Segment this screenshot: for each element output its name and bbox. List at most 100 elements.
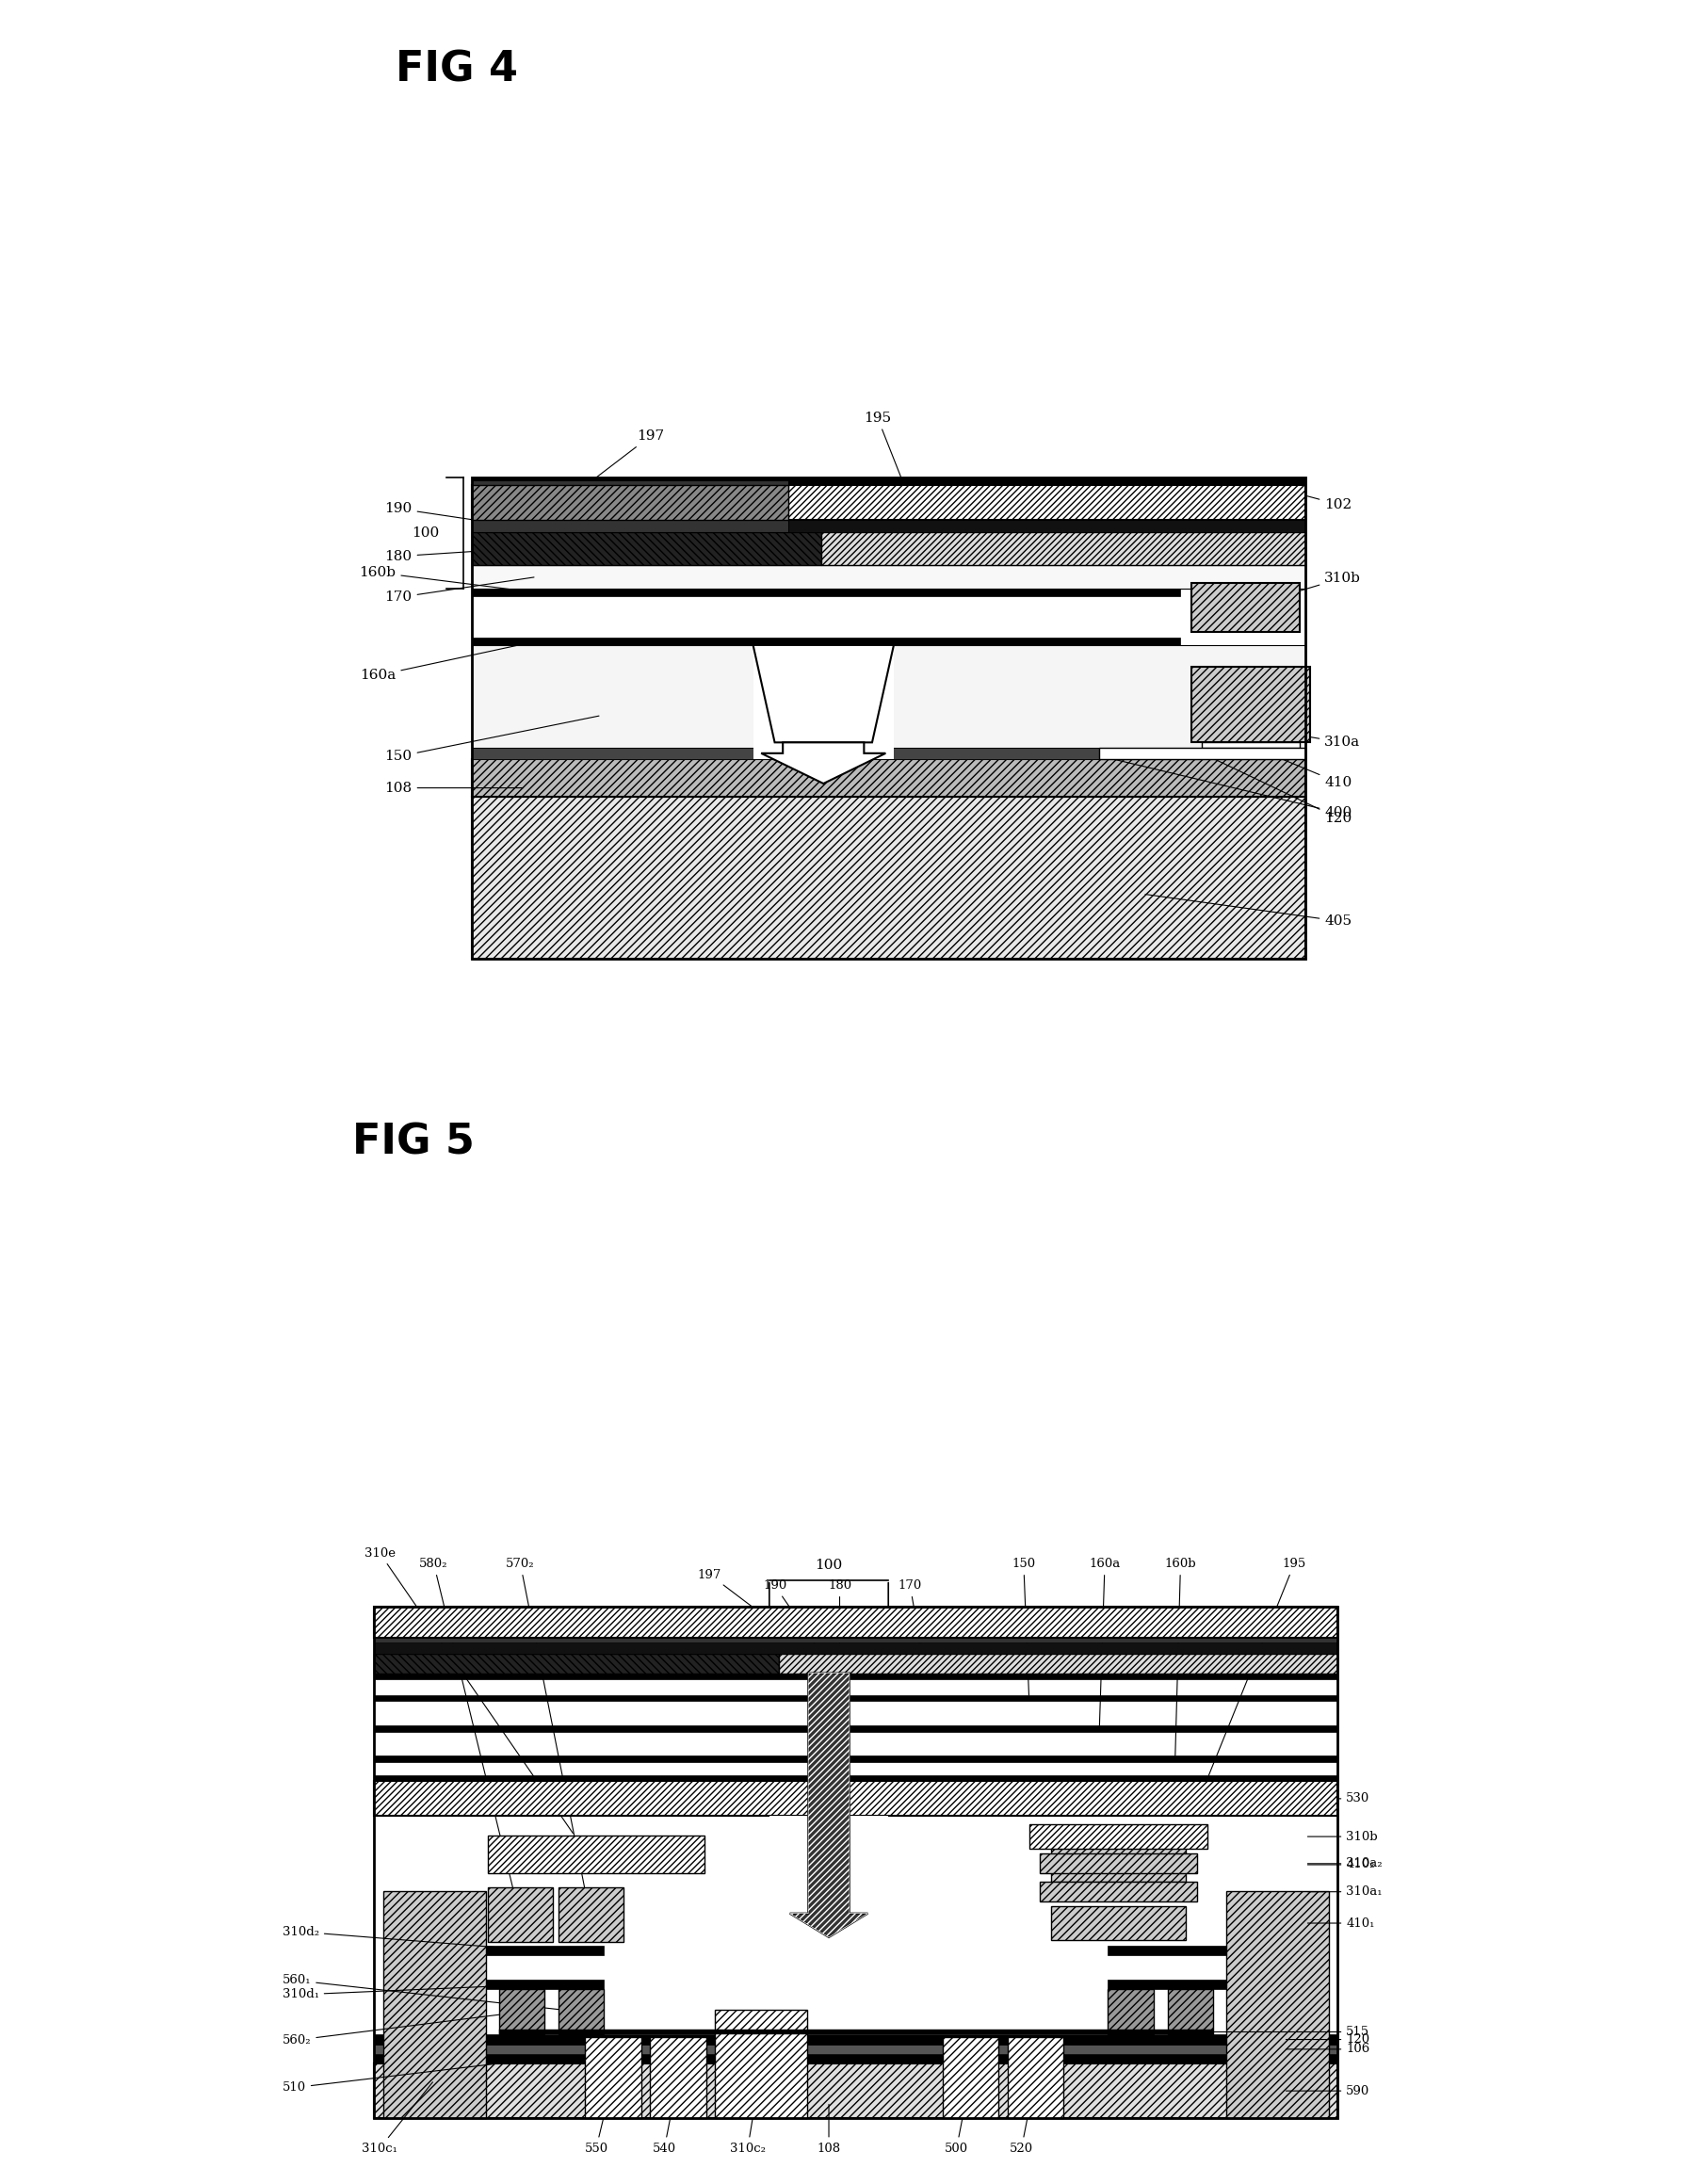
Text: 550: 550	[585, 2079, 612, 2153]
Text: 190: 190	[762, 1579, 816, 1647]
Bar	[1202, 743, 1299, 747]
Text: 195: 195	[1209, 1557, 1306, 1776]
Bar	[374, 1673, 1336, 1679]
Bar	[471, 590, 1180, 596]
Text: 102: 102	[1253, 483, 1352, 511]
Bar	[374, 1607, 1336, 1638]
Bar	[1166, 1990, 1212, 2035]
Text: 405: 405	[1144, 893, 1352, 928]
Bar	[1028, 1824, 1207, 1848]
FancyArrow shape	[762, 743, 886, 784]
Text: 510: 510	[282, 2060, 534, 2094]
Bar	[374, 1756, 1336, 1762]
Bar	[714, 2009, 808, 2118]
Text: 120: 120	[1204, 753, 1352, 826]
Bar	[498, 1990, 544, 2035]
Text: 310c₂: 310c₂	[729, 2066, 765, 2153]
Text: 310e: 310e	[364, 1546, 573, 1832]
Text: 400: 400	[1090, 753, 1352, 819]
Bar	[488, 1835, 704, 1874]
Bar	[1107, 1990, 1153, 2035]
Text: 310a: 310a	[1248, 727, 1360, 749]
Text: 520: 520	[1010, 2079, 1035, 2153]
FancyArrow shape	[789, 1673, 867, 1937]
Bar	[1039, 1883, 1197, 1902]
Bar	[374, 1782, 1336, 1817]
Text: 310b: 310b	[1248, 572, 1360, 607]
Text: 160a: 160a	[360, 642, 534, 681]
Text: 310b: 310b	[1307, 1830, 1377, 1843]
Text: 500: 500	[944, 2079, 969, 2153]
Bar	[374, 1653, 779, 1673]
Text: 100: 100	[814, 1557, 841, 1572]
Text: 150: 150	[384, 716, 598, 762]
Bar	[558, 1990, 604, 2035]
Text: 160a: 160a	[1088, 1557, 1120, 1725]
Text: 310d₁: 310d₁	[282, 1985, 537, 2001]
Bar	[1006, 2038, 1062, 2118]
Bar	[382, 1891, 486, 2118]
Text: 100: 100	[411, 526, 439, 539]
Bar	[1190, 583, 1299, 631]
Text: 310c₁: 310c₁	[362, 2081, 432, 2153]
Bar	[1039, 1854, 1197, 1874]
Bar	[471, 797, 1304, 959]
Bar	[942, 2038, 998, 2118]
Bar	[374, 1607, 1336, 2118]
Text: 170: 170	[384, 577, 534, 605]
Text: 570₂: 570₂	[505, 1557, 590, 1915]
Bar	[374, 1776, 1336, 1782]
Bar	[471, 747, 1154, 758]
Text: 106: 106	[1285, 2042, 1368, 2055]
Text: 170: 170	[898, 1579, 925, 1673]
Text: 180: 180	[384, 548, 512, 563]
Text: 108: 108	[384, 782, 524, 795]
Polygon shape	[753, 644, 892, 743]
Text: FIG 5: FIG 5	[352, 1123, 474, 1162]
Bar	[1107, 1979, 1226, 1990]
Bar	[488, 1887, 552, 1942]
Text: 120: 120	[1285, 2033, 1368, 2046]
Bar	[374, 1695, 1336, 1701]
Text: 197: 197	[559, 430, 663, 505]
Bar	[471, 758, 1304, 797]
Text: 190: 190	[384, 502, 512, 526]
Bar	[374, 1725, 1336, 1732]
Text: 560₂: 560₂	[282, 2011, 518, 2046]
Text: 410: 410	[1226, 736, 1352, 788]
Text: 160b: 160b	[359, 566, 534, 592]
Bar	[1098, 747, 1304, 758]
Bar	[1051, 1907, 1185, 1939]
Bar	[558, 1887, 622, 1942]
Text: 310a₁: 310a₁	[1307, 1885, 1382, 1898]
Text: 410₁: 410₁	[1307, 1918, 1374, 1928]
Text: 160b: 160b	[1165, 1557, 1195, 1756]
Text: FIG 4: FIG 4	[396, 50, 518, 90]
Bar	[779, 1653, 1336, 1673]
Bar	[374, 1642, 1336, 1653]
Text: 515: 515	[1192, 2027, 1368, 2038]
Bar	[471, 520, 1304, 533]
Text: 108: 108	[816, 2105, 840, 2153]
Bar	[498, 2029, 1212, 2035]
Bar	[753, 644, 892, 758]
Text: 180: 180	[828, 1579, 852, 1660]
Bar	[471, 644, 1304, 747]
Text: 410₂: 410₂	[1307, 1859, 1374, 1872]
Bar	[374, 1638, 1336, 1642]
Text: 310d₂: 310d₂	[282, 1926, 537, 1950]
Bar	[471, 566, 1304, 590]
Bar	[471, 485, 787, 520]
Text: 197: 197	[697, 1568, 794, 1638]
Text: 530: 530	[1307, 1793, 1368, 1804]
Bar	[471, 478, 1304, 959]
Bar	[374, 2035, 1336, 2044]
Bar	[486, 1946, 603, 1955]
Text: 540: 540	[653, 2079, 678, 2153]
Bar	[1226, 1891, 1328, 2118]
Bar	[1051, 1848, 1185, 1883]
Text: 195: 195	[864, 411, 908, 498]
Bar	[471, 485, 1304, 520]
Bar	[374, 2044, 1336, 2055]
Bar	[649, 2038, 705, 2118]
